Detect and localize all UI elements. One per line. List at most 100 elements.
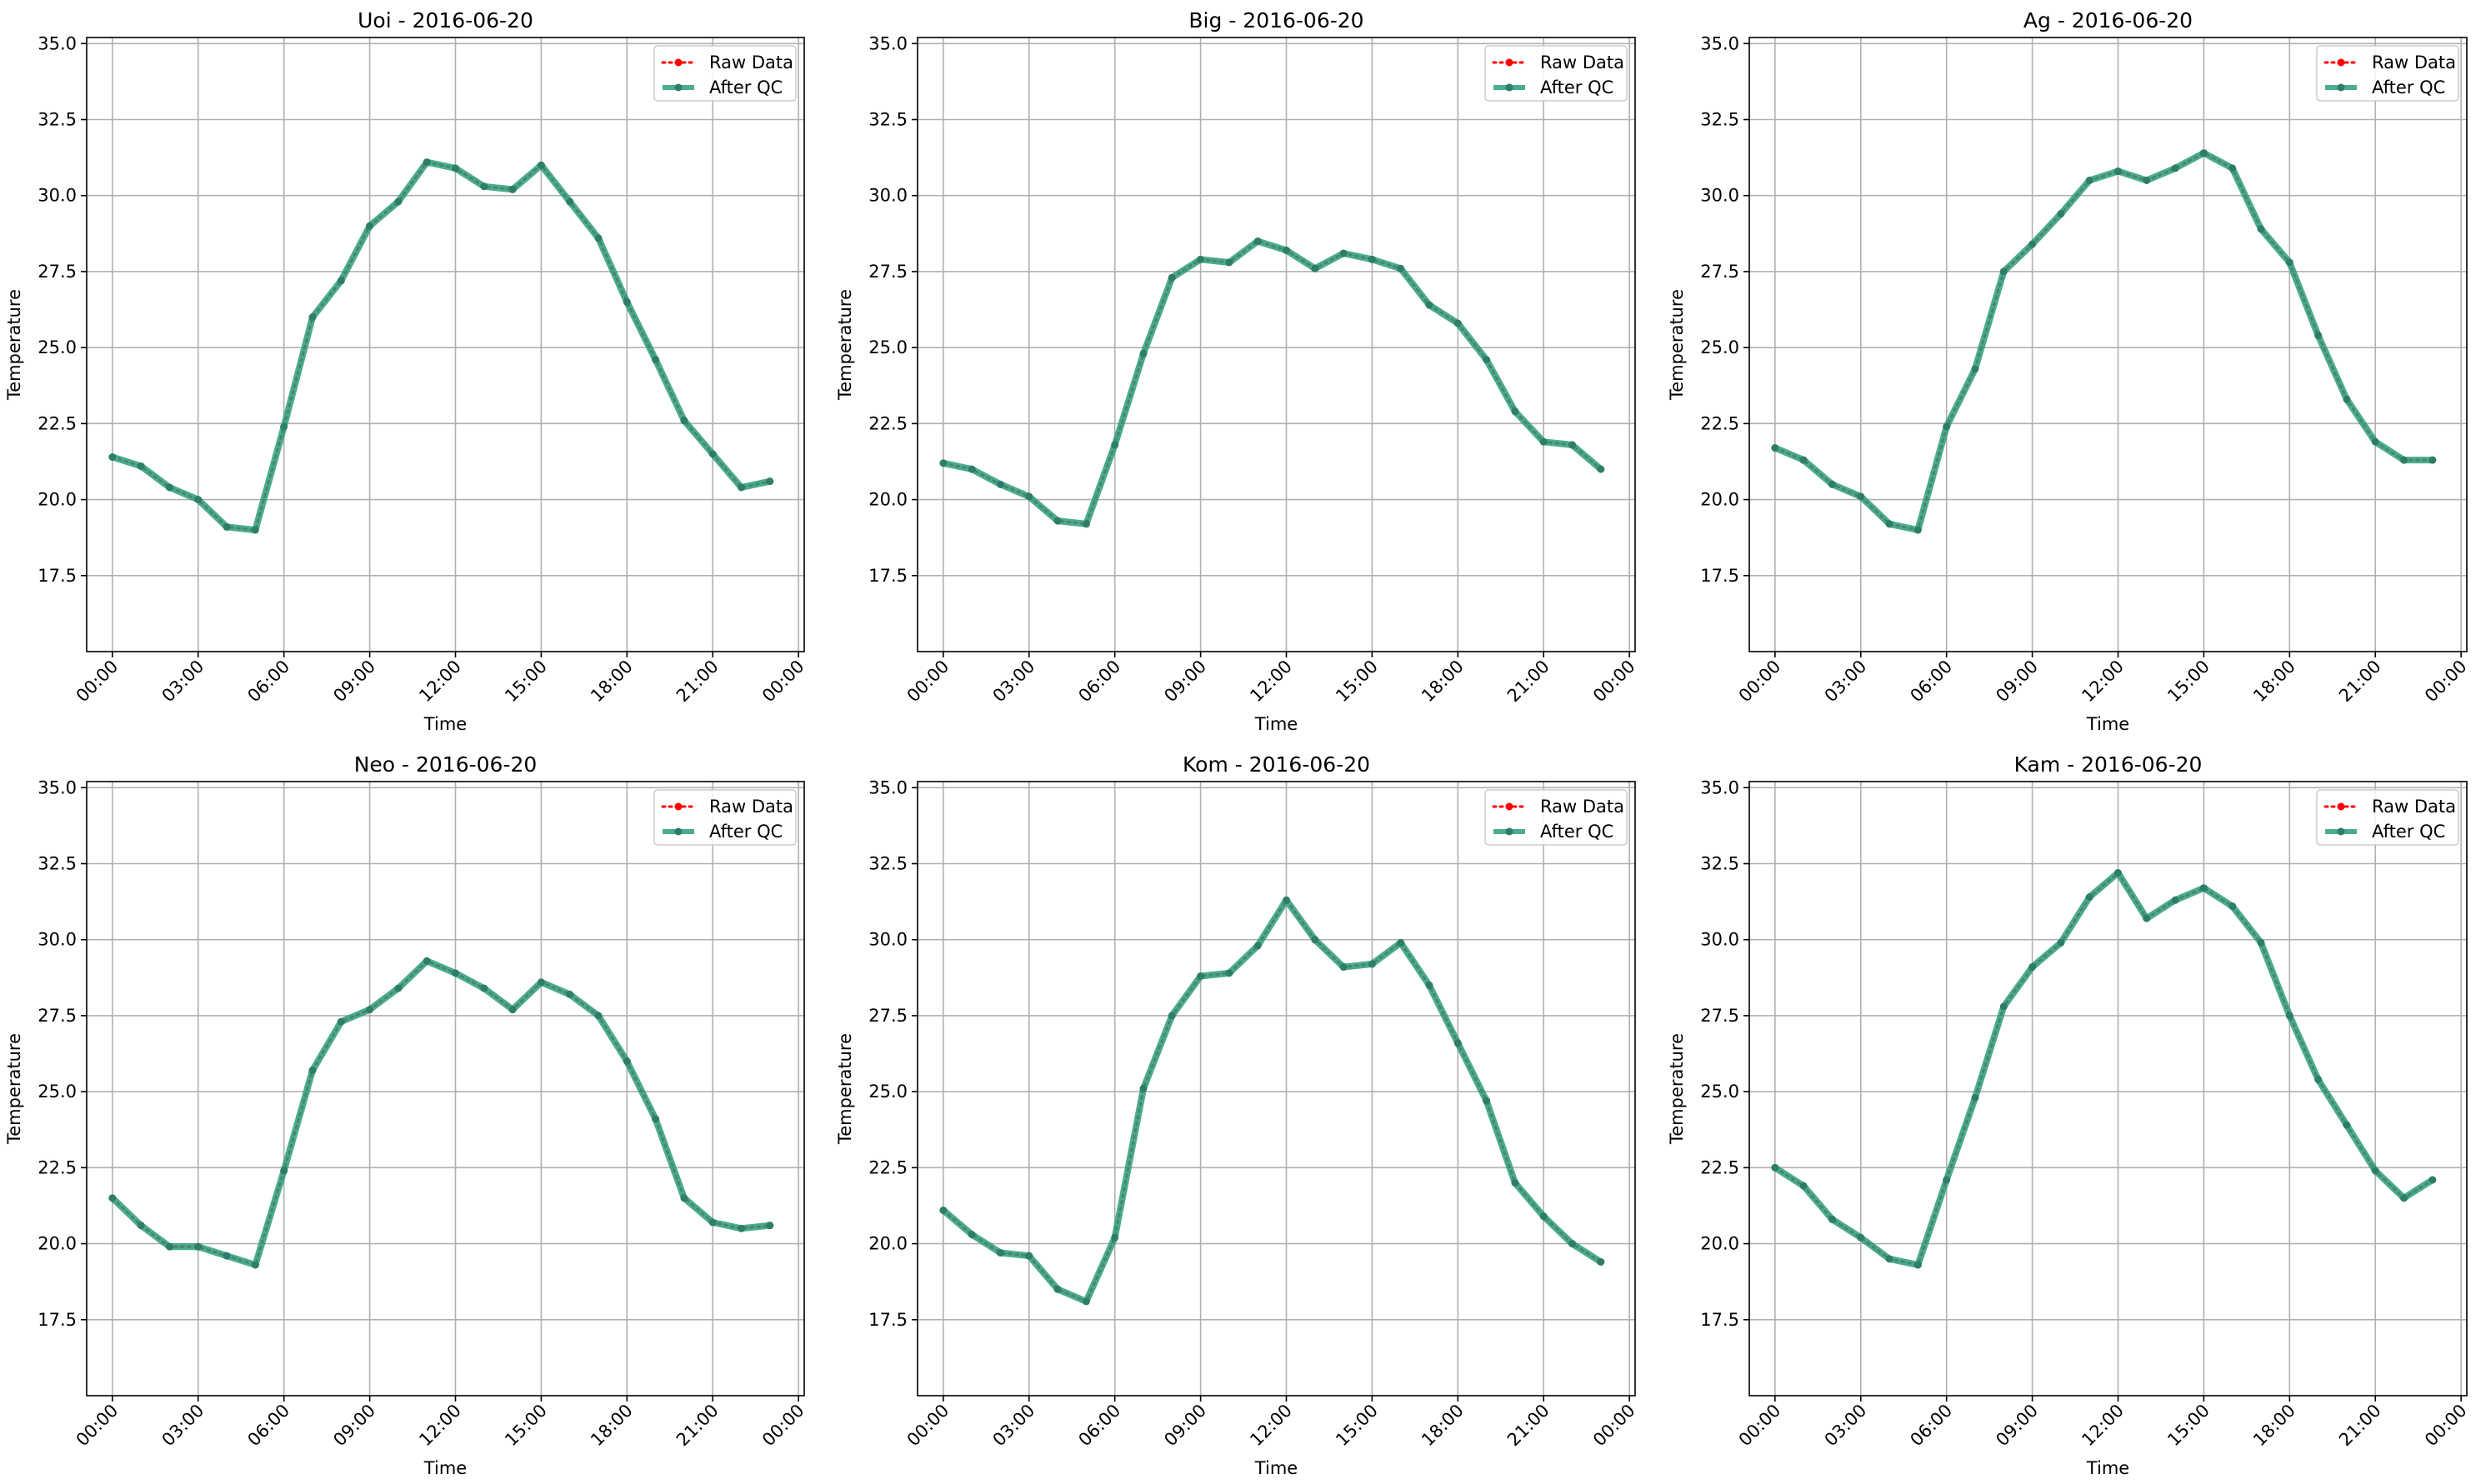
data-point [1225, 969, 1233, 977]
legend-raw-data-marker [674, 802, 683, 811]
y-tick-label: 27.5 [868, 262, 908, 282]
x-tick-label: 03:00 [158, 657, 208, 707]
data-point [1425, 981, 1433, 989]
legend-after-qc-label: After QC [1540, 77, 1613, 97]
y-tick-label: 25.0 [1700, 337, 1739, 357]
data-point [223, 522, 231, 531]
y-axis-label: Temperature [1667, 1033, 1687, 1145]
data-point [165, 483, 173, 492]
series-raw-data-line [111, 959, 772, 1267]
x-tick-label: 15:00 [1332, 657, 1382, 707]
x-tick-label: 12:00 [2078, 1401, 2128, 1451]
data-point [1799, 456, 1808, 464]
series-raw-data-line [1773, 871, 2434, 1267]
series-after-qc-line [111, 158, 771, 534]
data-point [766, 477, 774, 486]
data-point [1943, 1176, 1951, 1184]
data-point [1082, 520, 1090, 528]
legend-raw-data-label: Raw Data [1540, 797, 1624, 817]
data-point [366, 1006, 374, 1014]
data-point [308, 1067, 317, 1075]
data-point [1397, 938, 1405, 947]
x-tick-label: 00:00 [2421, 657, 2471, 707]
y-tick-label: 20.0 [868, 1234, 908, 1254]
y-tick-label: 30.0 [1700, 186, 1739, 206]
data-point [708, 450, 717, 458]
y-tick-label: 17.5 [38, 566, 77, 586]
data-point [1111, 441, 1119, 449]
data-point [1999, 1002, 2008, 1011]
y-tick-label: 25.0 [38, 337, 77, 357]
y-axis-label: Temperature [835, 1033, 855, 1145]
grid-lines [87, 37, 804, 652]
data-point [1511, 1179, 1519, 1187]
data-point [2028, 963, 2037, 972]
grid-lines [918, 37, 1635, 652]
legend-after-qc-label: After QC [2372, 822, 2445, 842]
data-point [623, 297, 631, 306]
y-tick-label: 32.5 [38, 854, 77, 874]
y-tick-label: 25.0 [38, 1082, 77, 1102]
data-point [2285, 258, 2293, 267]
data-point [652, 1115, 660, 1123]
legend: Raw Data After QC [2316, 45, 2459, 102]
data-point [137, 1222, 145, 1230]
data-point [2343, 395, 2351, 403]
legend-after-qc-marker [674, 827, 683, 836]
data-point [1568, 441, 1577, 449]
data-point [480, 984, 488, 992]
y-tick-label: 27.5 [38, 1006, 77, 1026]
data-point [108, 452, 117, 461]
axes-frame [86, 781, 805, 1397]
x-tick-label: 00:00 [1735, 1401, 1785, 1451]
y-tick-label: 22.5 [1700, 413, 1739, 433]
x-tick-label: 00:00 [758, 657, 808, 707]
x-tick-label: 00:00 [73, 1401, 123, 1451]
legend-after-qc-marker [2337, 827, 2345, 836]
chart-title: Big - 2016-06-20 [1188, 8, 1363, 32]
y-tick-label: 22.5 [868, 413, 908, 433]
data-point [1539, 1212, 1548, 1221]
y-tick-label: 22.5 [868, 1157, 908, 1177]
data-point [280, 1167, 288, 1175]
y-tick-label: 17.5 [1700, 566, 1739, 586]
x-tick-label: 15:00 [1332, 1401, 1382, 1451]
y-tick-label: 20.0 [1700, 490, 1739, 510]
y-axis-label: Temperature [4, 289, 24, 401]
data-point [1943, 422, 1951, 431]
data-point [708, 1218, 717, 1227]
data-point [2171, 896, 2179, 904]
chart-title: Ag - 2016-06-20 [2023, 8, 2193, 32]
data-point [1368, 255, 1376, 263]
data-point [394, 984, 403, 992]
y-tick-label: 25.0 [868, 337, 908, 357]
chart-title: Uoi - 2016-06-20 [358, 8, 533, 32]
x-tick-label: 09:00 [1992, 657, 2042, 707]
data-point [108, 1194, 117, 1202]
x-axis-label: Time [423, 714, 467, 734]
data-point [1771, 1163, 1779, 1172]
x-tick-label: 06:00 [243, 657, 293, 707]
data-point [1885, 1255, 1893, 1263]
y-tick-label: 27.5 [1700, 1006, 1739, 1026]
data-point [508, 1006, 517, 1014]
data-point [1025, 492, 1033, 501]
data-point [2257, 225, 2265, 233]
data-point [1253, 237, 1262, 245]
x-tick-label: 00:00 [903, 657, 953, 707]
x-tick-label: 21:00 [673, 657, 723, 707]
legend-after-qc-label: After QC [709, 77, 783, 97]
x-tick-label: 18:00 [1418, 657, 1468, 707]
data-point [1453, 1039, 1462, 1047]
data-point [452, 164, 460, 172]
legend-raw-data-label: Raw Data [709, 52, 793, 72]
data-point [1913, 1261, 1922, 1269]
data-point [1828, 480, 1836, 488]
grid-lines [1749, 37, 2467, 652]
x-axis-label: Time [1254, 1458, 1298, 1478]
subplot-2: 00:00 03:00 06:00 09:00 12:00 15:00 18:00 21:00… [835, 8, 1639, 734]
data-point [423, 158, 431, 167]
data-point [480, 182, 488, 191]
x-tick-label: 06:00 [1074, 1401, 1124, 1451]
